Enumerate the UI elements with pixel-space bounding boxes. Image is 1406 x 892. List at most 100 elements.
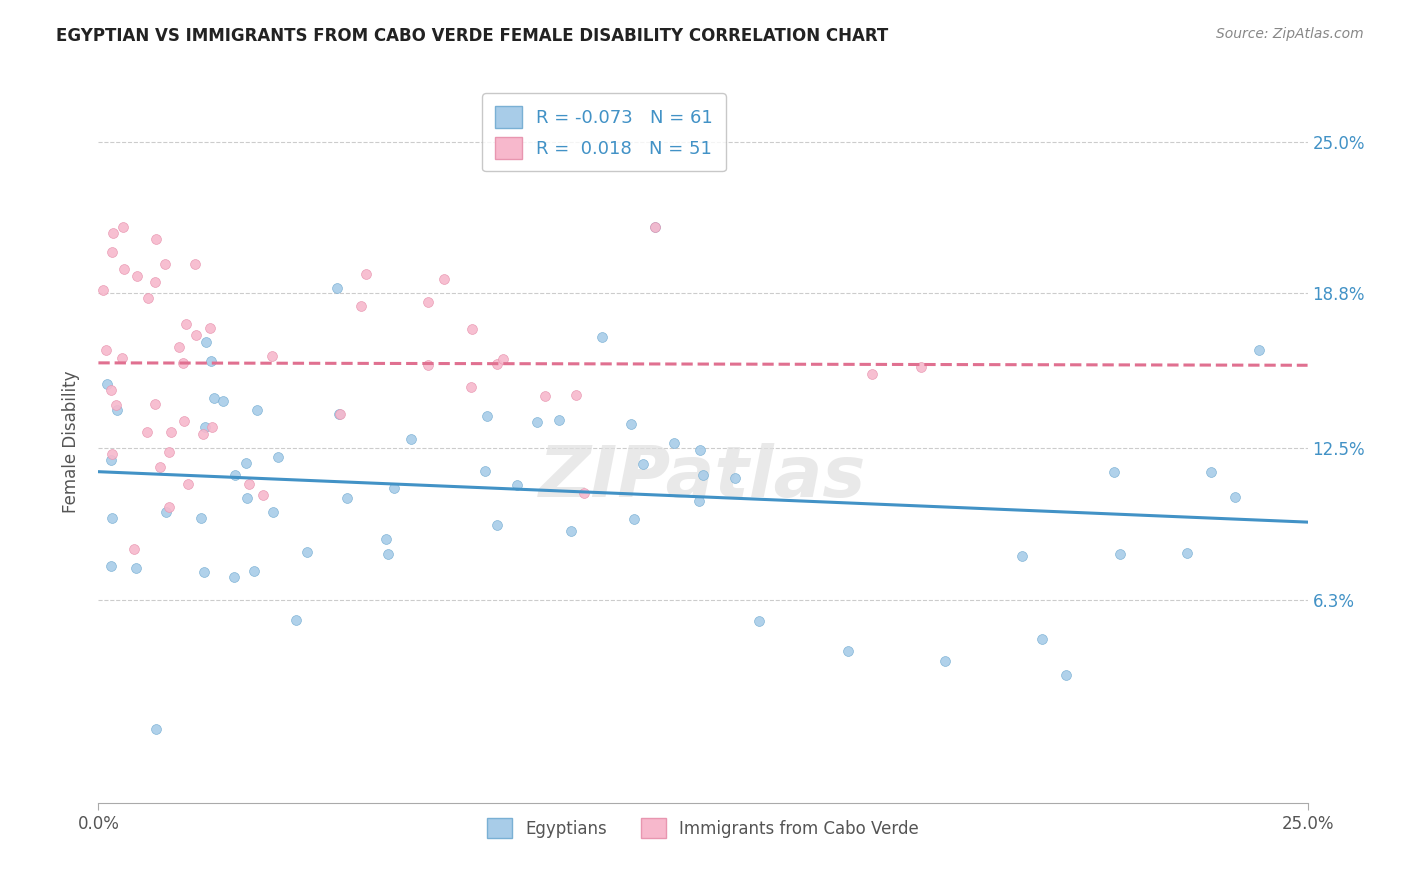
Point bbox=[222, 570, 245, 584]
Point bbox=[295, 545, 318, 559]
Y-axis label: Female Disability: Female Disability bbox=[62, 370, 80, 513]
Point bbox=[145, 723, 167, 737]
Point bbox=[662, 435, 685, 450]
Point bbox=[474, 464, 496, 478]
Point bbox=[1199, 465, 1222, 479]
Point bbox=[564, 387, 586, 401]
Point bbox=[934, 654, 956, 668]
Point bbox=[125, 561, 148, 575]
Point bbox=[211, 393, 233, 408]
Point bbox=[328, 407, 350, 421]
Text: EGYPTIAN VS IMMIGRANTS FROM CABO VERDE FEMALE DISABILITY CORRELATION CHART: EGYPTIAN VS IMMIGRANTS FROM CABO VERDE F… bbox=[56, 27, 889, 45]
Point bbox=[418, 358, 440, 372]
Point bbox=[96, 377, 118, 392]
Legend: Egyptians, Immigrants from Cabo Verde: Egyptians, Immigrants from Cabo Verde bbox=[481, 812, 925, 845]
Point bbox=[860, 367, 883, 381]
Point bbox=[329, 407, 352, 421]
Point bbox=[224, 467, 246, 482]
Point bbox=[623, 511, 645, 525]
Point bbox=[416, 295, 439, 310]
Point bbox=[591, 329, 613, 343]
Point bbox=[101, 447, 124, 461]
Point bbox=[235, 456, 257, 470]
Point bbox=[235, 491, 257, 505]
Text: Source: ZipAtlas.com: Source: ZipAtlas.com bbox=[1216, 27, 1364, 41]
Point bbox=[201, 420, 224, 434]
Point bbox=[111, 351, 134, 365]
Point bbox=[194, 420, 217, 434]
Point bbox=[692, 468, 714, 483]
Point bbox=[910, 359, 932, 374]
Point bbox=[336, 491, 359, 505]
Point bbox=[246, 403, 269, 417]
Point bbox=[1223, 490, 1246, 504]
Point bbox=[200, 321, 222, 335]
Point bbox=[1054, 668, 1077, 682]
Point bbox=[100, 383, 122, 397]
Point bbox=[505, 478, 527, 492]
Point bbox=[461, 322, 484, 336]
Point bbox=[688, 494, 710, 508]
Point bbox=[689, 442, 711, 457]
Point bbox=[136, 425, 159, 440]
Point bbox=[160, 425, 183, 439]
Point bbox=[136, 291, 159, 305]
Point bbox=[202, 391, 225, 405]
Point bbox=[266, 450, 288, 464]
Point bbox=[485, 358, 508, 372]
Point bbox=[149, 459, 172, 474]
Point bbox=[350, 300, 373, 314]
Point bbox=[104, 398, 127, 412]
Point bbox=[94, 343, 117, 357]
Point bbox=[172, 356, 194, 370]
Point bbox=[174, 317, 197, 331]
Point bbox=[460, 379, 482, 393]
Point bbox=[433, 271, 456, 285]
Point bbox=[382, 481, 405, 495]
Text: ZIPatlas: ZIPatlas bbox=[540, 443, 866, 512]
Point bbox=[252, 488, 274, 502]
Point bbox=[194, 334, 217, 349]
Point bbox=[193, 565, 215, 579]
Point bbox=[1102, 465, 1125, 479]
Point bbox=[285, 613, 308, 627]
Point bbox=[548, 412, 571, 426]
Point bbox=[193, 427, 215, 442]
Point bbox=[633, 458, 655, 472]
Point bbox=[190, 511, 212, 525]
Point bbox=[122, 542, 145, 557]
Point bbox=[377, 547, 399, 561]
Point bbox=[157, 500, 180, 515]
Point bbox=[399, 432, 422, 446]
Point bbox=[200, 354, 222, 368]
Point bbox=[100, 511, 122, 525]
Point bbox=[177, 477, 200, 491]
Point bbox=[837, 644, 859, 658]
Point bbox=[326, 281, 349, 295]
Point bbox=[127, 269, 149, 284]
Point bbox=[238, 477, 260, 491]
Point bbox=[724, 471, 747, 485]
Point bbox=[91, 284, 114, 298]
Point bbox=[374, 532, 396, 546]
Point bbox=[1108, 547, 1130, 561]
Point bbox=[1249, 343, 1271, 357]
Point bbox=[1175, 546, 1198, 560]
Point bbox=[184, 257, 207, 271]
Point bbox=[105, 403, 128, 417]
Point bbox=[184, 328, 207, 343]
Point bbox=[526, 415, 548, 429]
Point bbox=[262, 350, 284, 364]
Point bbox=[644, 220, 666, 235]
Point bbox=[486, 517, 509, 532]
Point bbox=[112, 261, 135, 276]
Point bbox=[101, 226, 124, 240]
Point bbox=[167, 340, 190, 354]
Point bbox=[100, 559, 122, 574]
Point bbox=[101, 245, 124, 260]
Point bbox=[145, 232, 167, 246]
Point bbox=[243, 564, 266, 578]
Point bbox=[1011, 549, 1033, 564]
Point bbox=[560, 524, 582, 538]
Point bbox=[748, 614, 770, 628]
